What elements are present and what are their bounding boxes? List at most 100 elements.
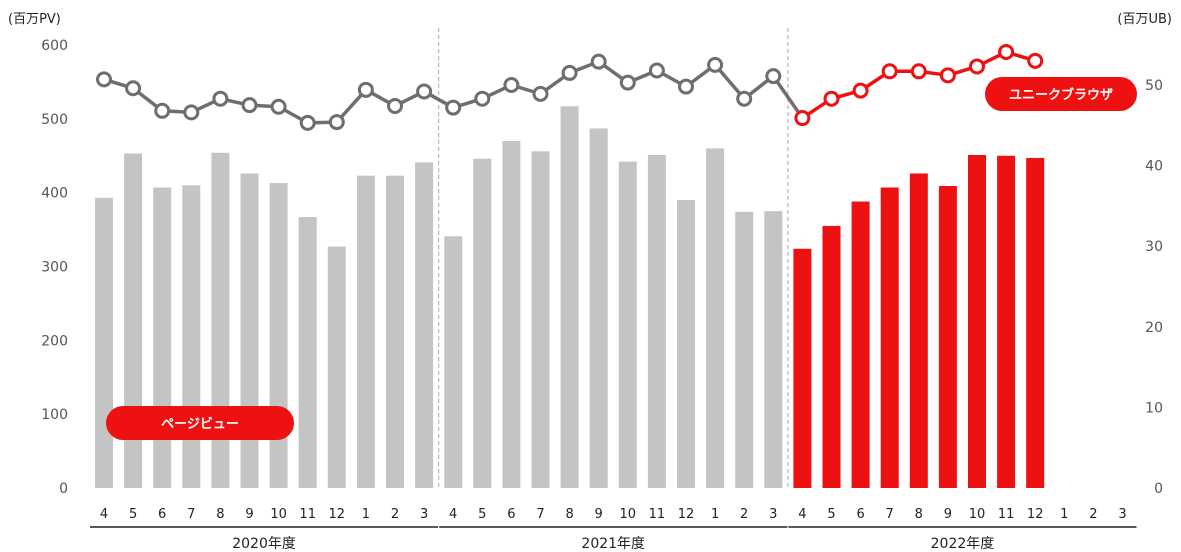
pageview-bar	[444, 236, 463, 488]
month-label: 1	[1060, 507, 1068, 522]
right-y-axis: (百万UB) 0 10 20 30 40 50	[1117, 12, 1172, 497]
pageview-bar	[560, 106, 579, 488]
month-label: 3	[1118, 507, 1126, 522]
unique-browser-lines	[96, 43, 1044, 131]
pageview-bar	[1026, 157, 1045, 488]
unique-browser-point	[125, 80, 142, 97]
pageview-badge: ページビュー	[106, 406, 294, 440]
unique-browser-point	[1027, 52, 1044, 69]
right-axis-unit: (百万UB)	[1117, 12, 1172, 27]
unique-browser-point	[969, 58, 985, 75]
pageview-bar	[124, 153, 143, 488]
fiscal-year-label: 2020年度	[232, 536, 296, 552]
unique-browser-point	[910, 63, 927, 80]
month-label: 3	[769, 507, 777, 522]
right-tick-label: 0	[1154, 481, 1163, 497]
unique-browser-point	[765, 68, 782, 85]
pageview-bar	[386, 175, 404, 488]
month-label: 12	[1027, 507, 1044, 522]
pageview-bar	[822, 225, 841, 488]
left-tick-label: 100	[41, 407, 68, 423]
month-label: 6	[158, 507, 166, 522]
unique-browser-point	[503, 77, 520, 93]
month-label: 6	[507, 507, 515, 522]
pageview-bar	[997, 155, 1016, 488]
pageview-bar	[153, 187, 172, 488]
pageview-bar	[706, 148, 725, 488]
month-label: 11	[299, 507, 316, 522]
left-axis-unit: (百万PV)	[8, 12, 61, 27]
unique-browser-point	[357, 81, 374, 98]
pageview-bar	[415, 162, 434, 488]
unique-browser-point	[270, 98, 287, 115]
month-label: 4	[798, 507, 806, 522]
pageview-bar	[327, 246, 346, 488]
pageview-bar	[473, 158, 492, 488]
pageview-bar	[618, 161, 637, 488]
unique-browser-point	[852, 82, 869, 99]
unique-browser-point	[794, 110, 811, 127]
month-label: 10	[270, 507, 287, 522]
pageview-bar	[240, 173, 259, 488]
left-tick-label: 300	[41, 260, 68, 276]
right-tick-label: 10	[1145, 400, 1163, 416]
unique-browser-badge: ユニークブラウザ	[985, 77, 1137, 111]
month-label: 5	[827, 507, 835, 522]
month-label: 9	[595, 507, 603, 522]
month-label: 8	[216, 507, 224, 522]
unique-browser-point	[212, 90, 229, 107]
unique-browser-point	[561, 64, 578, 81]
pageview-bar	[909, 173, 928, 488]
fiscal-year-label: 2022年度	[931, 536, 995, 552]
month-label: 11	[649, 507, 666, 522]
month-label: 10	[620, 507, 637, 522]
pageview-bar	[589, 128, 608, 488]
pageview-badge-background	[106, 406, 294, 440]
month-label: 6	[856, 507, 864, 522]
unique-browser-point	[648, 62, 665, 79]
pageview-bar	[735, 211, 754, 488]
left-tick-label: 600	[41, 38, 68, 54]
unique-browser-point	[96, 71, 112, 88]
right-tick-label: 20	[1145, 320, 1163, 336]
right-tick-label: 40	[1145, 159, 1163, 175]
month-label: 7	[187, 507, 195, 522]
month-label: 3	[420, 507, 428, 522]
left-tick-label: 200	[41, 333, 68, 349]
pageview-bar	[356, 175, 375, 488]
month-label: 9	[245, 507, 253, 522]
unique-browser-point	[881, 63, 898, 80]
month-label: 4	[449, 507, 457, 522]
pageview-bar	[211, 152, 230, 488]
left-tick-label: 400	[41, 186, 68, 202]
left-y-axis: (百万PV) 0 100 200 300 400 500 600	[8, 12, 68, 497]
unique-browser-point	[445, 99, 462, 116]
unique-browser-point	[939, 67, 956, 84]
month-label: 5	[129, 507, 137, 522]
unique-browser-point	[678, 78, 694, 95]
month-label: 12	[329, 507, 346, 522]
month-label: 7	[886, 507, 894, 522]
pageview-bar	[502, 140, 521, 488]
unique-browser-point	[474, 90, 491, 107]
pageview-bar	[298, 217, 317, 488]
month-label: 5	[478, 507, 486, 522]
month-label: 10	[969, 507, 986, 522]
month-label: 8	[915, 507, 923, 522]
unique-browser-point	[590, 53, 607, 70]
pageview-bar	[764, 211, 783, 488]
pageview-bar	[95, 197, 113, 488]
unique-browser-point	[183, 104, 200, 121]
unique-browser-point	[532, 85, 549, 102]
month-label: 2	[1089, 507, 1097, 522]
month-label: 1	[711, 507, 719, 522]
unique-browser-point	[387, 97, 403, 114]
unique-browser-point	[707, 56, 724, 73]
pageview-bar	[880, 187, 899, 488]
unique-browser-point	[328, 114, 345, 131]
month-label: 1	[362, 507, 370, 522]
unique-browser-badge-label: ユニークブラウザ	[1009, 87, 1113, 103]
left-tick-label: 500	[41, 112, 68, 128]
month-label: 8	[565, 507, 573, 522]
